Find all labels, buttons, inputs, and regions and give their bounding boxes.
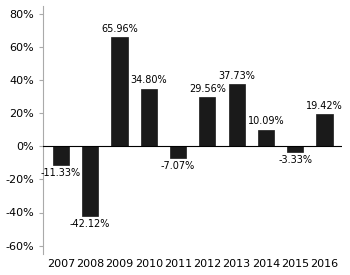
Bar — [82, 146, 98, 216]
Bar — [287, 146, 303, 152]
Text: -11.33%: -11.33% — [41, 168, 81, 178]
Bar — [199, 97, 215, 146]
Bar — [229, 84, 245, 146]
Bar — [258, 130, 274, 146]
Text: 34.80%: 34.80% — [131, 75, 167, 85]
Text: -7.07%: -7.07% — [161, 161, 195, 171]
Bar — [141, 89, 157, 146]
Bar — [53, 146, 69, 165]
Bar — [111, 37, 127, 146]
Text: 37.73%: 37.73% — [218, 70, 255, 81]
Text: 19.42%: 19.42% — [306, 101, 343, 111]
Text: 10.09%: 10.09% — [247, 116, 284, 126]
Text: 29.56%: 29.56% — [189, 84, 226, 94]
Text: -42.12%: -42.12% — [70, 219, 110, 229]
Text: 65.96%: 65.96% — [101, 24, 138, 34]
Bar — [316, 114, 332, 146]
Bar — [170, 146, 186, 158]
Text: -3.33%: -3.33% — [278, 155, 312, 165]
